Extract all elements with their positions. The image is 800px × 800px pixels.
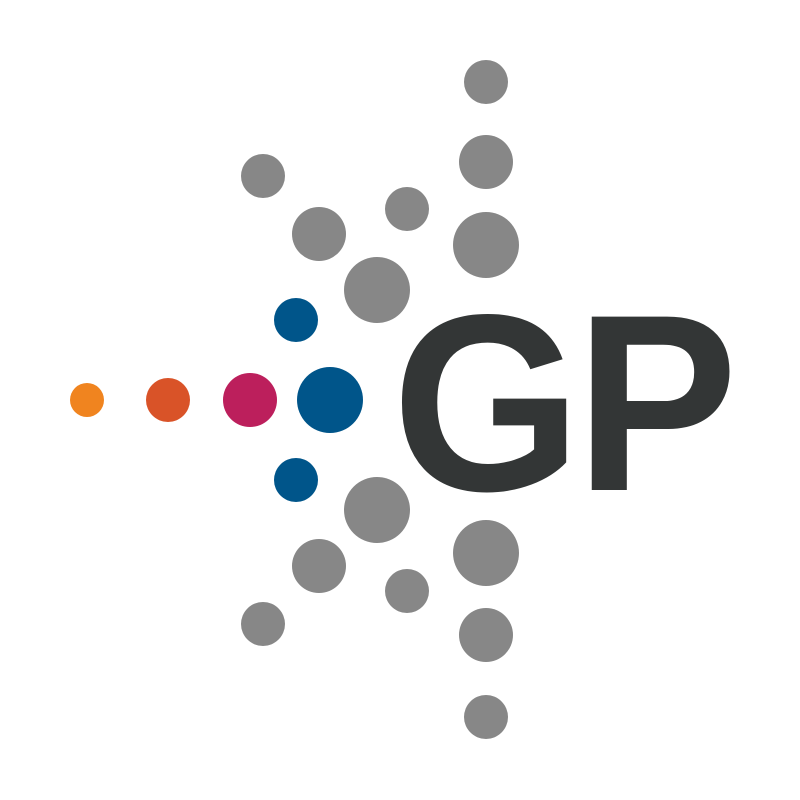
gray-dot — [292, 539, 346, 593]
gray-dot — [385, 187, 429, 231]
blue-dot-large — [297, 367, 363, 433]
upper-gray-dots — [241, 60, 519, 323]
blue-dot-bottom — [274, 458, 318, 502]
gray-dot — [292, 207, 346, 261]
gray-dot — [453, 520, 519, 586]
gray-dot — [241, 602, 285, 646]
gray-dot — [464, 60, 508, 104]
blue-dot-top — [274, 298, 318, 342]
gray-dot — [459, 135, 513, 189]
orange-dot — [70, 383, 104, 417]
lower-gray-dots — [241, 477, 519, 739]
gray-dot — [464, 695, 508, 739]
gray-dot — [344, 257, 410, 323]
gray-dot — [453, 212, 519, 278]
logo-wordmark: GP — [392, 263, 732, 544]
gray-dot — [459, 608, 513, 662]
colored-dots — [70, 298, 363, 502]
red-orange-dot — [146, 378, 190, 422]
gray-dot — [241, 154, 285, 198]
gray-dot — [385, 569, 429, 613]
gray-dot — [344, 477, 410, 543]
magenta-dot — [223, 373, 277, 427]
